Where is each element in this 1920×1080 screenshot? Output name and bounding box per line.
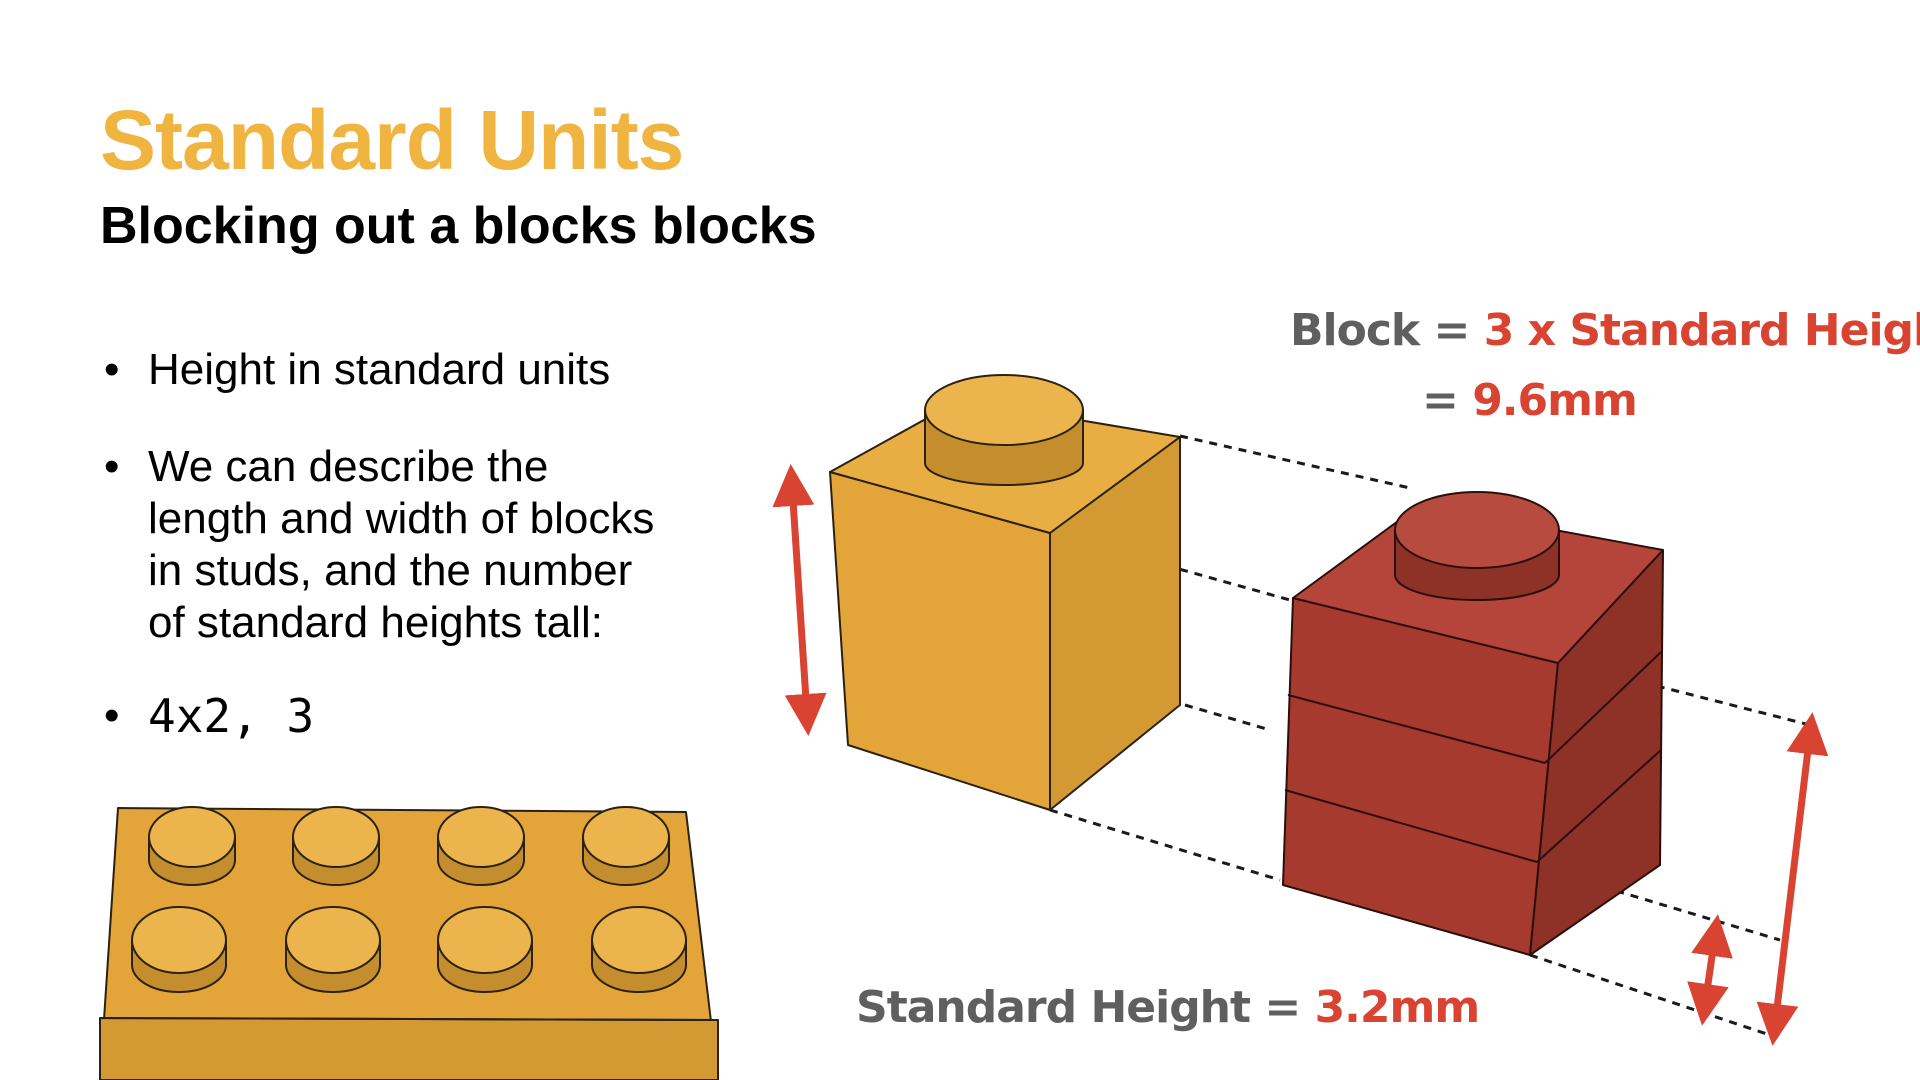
bullet-line: We can describe the bbox=[148, 442, 549, 491]
yellow-4x2-brick bbox=[99, 806, 719, 1080]
height-arrows bbox=[772, 464, 1829, 1046]
standard-height-arrow bbox=[1687, 914, 1733, 1026]
bullet-dot: • bbox=[104, 345, 120, 394]
bullet-text: Height in standard units bbox=[148, 345, 611, 394]
standard-height-equals: = bbox=[1250, 982, 1315, 1033]
slide-title: Standard Units bbox=[100, 93, 684, 187]
block-label-value: 3 x Standard Height bbox=[1483, 305, 1920, 356]
bullet-dot: • bbox=[104, 691, 120, 740]
red-1x1-brick-three-layers bbox=[1282, 491, 1664, 956]
bullet-dot: • bbox=[104, 442, 120, 491]
block-mm-equals: = bbox=[1422, 375, 1473, 426]
bullet-line: length and width of blocks bbox=[148, 494, 655, 543]
standard-height-value: 3.2mm bbox=[1314, 982, 1481, 1033]
bullet-line: in studs, and the number bbox=[148, 546, 633, 595]
block-height-arrow bbox=[1756, 712, 1829, 1046]
standard-height-label: Standard Height = 3.2mm bbox=[856, 982, 1481, 1033]
standard-height-name: Standard Height bbox=[856, 982, 1251, 1033]
bullet-line: of standard heights tall: bbox=[148, 598, 603, 647]
slide-subtitle: Blocking out a blocks blocks bbox=[100, 197, 817, 255]
yellow-height-arrow bbox=[772, 464, 827, 736]
stud-row-back bbox=[148, 806, 670, 886]
block-height-label: Block = 3 x Standard Height bbox=[1290, 305, 1920, 356]
block-mm-value: 9.6mm bbox=[1472, 375, 1638, 426]
block-label-equals: = bbox=[1419, 305, 1484, 356]
block-mm-label: = 9.6mm bbox=[1422, 375, 1638, 426]
bullet-code: 4x2, 3 bbox=[148, 689, 315, 743]
block-label-name: Block bbox=[1290, 305, 1420, 356]
stud-row-front bbox=[131, 906, 687, 993]
yellow-1x1-brick bbox=[829, 374, 1181, 811]
